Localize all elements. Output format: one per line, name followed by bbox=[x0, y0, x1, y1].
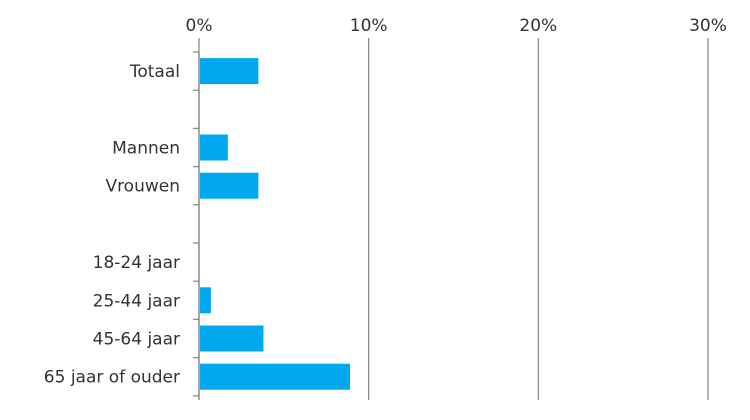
x-tick-label: 20% bbox=[519, 16, 557, 36]
bar bbox=[200, 172, 259, 199]
bar bbox=[200, 287, 211, 314]
category-label: 25-44 jaar bbox=[93, 291, 180, 311]
category-label: 65 jaar of ouder bbox=[44, 368, 180, 388]
category-label: Vrouwen bbox=[105, 177, 180, 197]
x-tick-label: 10% bbox=[350, 16, 388, 36]
bar bbox=[200, 58, 259, 85]
bar bbox=[200, 134, 228, 161]
category-labels: Totaal Mannen Vrouwen 18-24 jaar 25-44 jaar 4… bbox=[44, 62, 180, 388]
bar bbox=[200, 363, 351, 390]
x-axis-ticks: 0% 10% 20% 30% bbox=[186, 16, 727, 36]
x-tick-label: 30% bbox=[689, 16, 727, 36]
category-label: Totaal bbox=[129, 62, 180, 82]
category-label: 45-64 jaar bbox=[93, 330, 180, 350]
category-label: 18-24 jaar bbox=[93, 253, 180, 273]
bars bbox=[200, 58, 351, 390]
y-axis bbox=[193, 51, 200, 400]
category-label: Mannen bbox=[112, 139, 180, 159]
bar bbox=[200, 325, 264, 352]
gridlines bbox=[198, 38, 709, 400]
x-tick-label: 0% bbox=[186, 16, 213, 36]
